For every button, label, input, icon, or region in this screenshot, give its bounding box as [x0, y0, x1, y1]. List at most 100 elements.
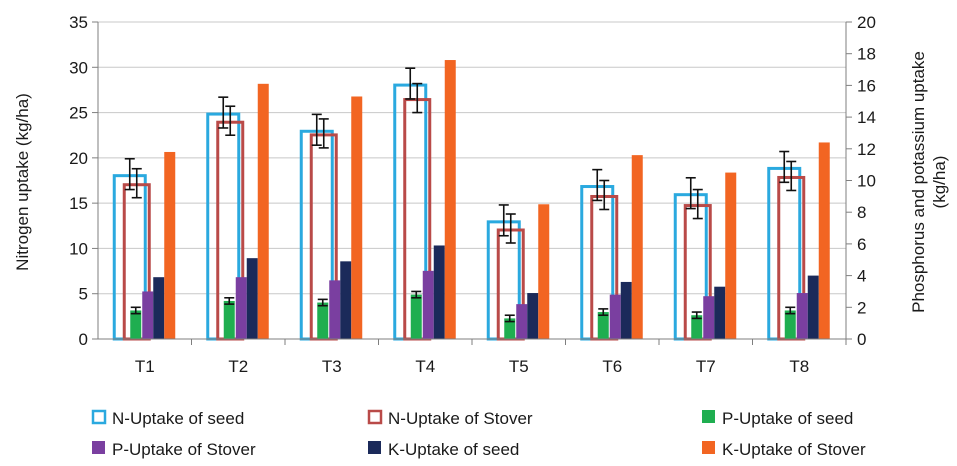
- bars: [112, 60, 830, 341]
- error-bar: [124, 157, 135, 191]
- x-tick-label: T8: [789, 357, 809, 376]
- axis-titles: Nitrogen uptake (kg/ha) Phosphorus and p…: [13, 51, 949, 313]
- bar-k-uptake-of-stover: [164, 151, 176, 339]
- error-bar: [131, 167, 142, 199]
- y-left-tick-label: 35: [69, 13, 88, 32]
- y-left-tick-label: 0: [79, 330, 88, 349]
- y-right-tick-label: 2: [857, 298, 866, 317]
- error-bar: [224, 296, 235, 305]
- legend-item: P-Uptake of seed: [702, 409, 853, 428]
- error-bar: [317, 298, 328, 307]
- axes: [92, 21, 852, 345]
- legend-item: K-Uptake of Stover: [702, 440, 866, 459]
- error-bar: [130, 306, 141, 315]
- legend-label: P-Uptake of Stover: [112, 440, 256, 459]
- error-bar: [498, 204, 509, 237]
- x-tick-label: T7: [696, 357, 716, 376]
- y-right-tick-label: 6: [857, 235, 866, 254]
- error-bar: [505, 213, 516, 244]
- bar-p-uptake-of-seed: [504, 318, 516, 339]
- bar-p-uptake-of-seed: [784, 310, 796, 339]
- legend-label: K-Uptake of seed: [388, 440, 519, 459]
- y-right-tick-label: 12: [857, 140, 876, 159]
- y-left-tick-label: 10: [69, 239, 88, 258]
- bar-p-uptake-of-seed: [691, 315, 703, 339]
- bar-k-uptake-of-seed: [527, 293, 539, 339]
- bar-k-uptake-of-stover: [444, 60, 456, 339]
- legend-label: P-Uptake of seed: [722, 409, 853, 428]
- x-tick-label: T3: [322, 357, 342, 376]
- legend-label: K-Uptake of Stover: [722, 440, 866, 459]
- legend-swatch: [702, 441, 715, 454]
- legend-label: N-Uptake of Stover: [388, 409, 533, 428]
- y-right-tick-label: 4: [857, 267, 866, 286]
- bar-p-uptake-of-stover: [609, 294, 621, 339]
- legend-swatch: [92, 441, 105, 454]
- error-bar: [691, 311, 702, 320]
- legend-label: N-Uptake of seed: [112, 409, 244, 428]
- bar-p-uptake-of-seed: [317, 302, 329, 339]
- x-tick-label: T6: [602, 357, 622, 376]
- legend-item: P-Uptake of Stover: [92, 440, 256, 459]
- bar-k-uptake-of-seed: [153, 277, 165, 339]
- error-bar: [592, 168, 603, 202]
- x-tick-label: T4: [415, 357, 435, 376]
- error-bar: [692, 188, 703, 220]
- error-bar: [779, 150, 790, 184]
- bar-p-uptake-of-stover: [329, 280, 341, 339]
- bar-k-uptake-of-seed: [620, 281, 632, 339]
- bar-k-uptake-of-seed: [433, 245, 445, 339]
- bar-p-uptake-of-seed: [130, 310, 142, 339]
- y-right-tick-label: 8: [857, 203, 866, 222]
- error-bar: [218, 96, 229, 129]
- error-bar: [405, 67, 416, 100]
- error-bars: [124, 67, 797, 323]
- x-tick-label: T2: [228, 357, 248, 376]
- bar-p-uptake-of-stover: [422, 270, 434, 339]
- error-bar: [504, 314, 515, 323]
- error-bar: [225, 105, 236, 137]
- y-left-tick-label: 5: [79, 285, 88, 304]
- error-bar: [411, 290, 422, 299]
- bar-p-uptake-of-seed: [597, 312, 609, 339]
- y-right-tick-label: 16: [857, 76, 876, 95]
- y-right-tick-label: 0: [857, 330, 866, 349]
- y-axis-right-title: (kg/ha): [930, 156, 949, 209]
- legend-item: N-Uptake of Stover: [367, 409, 533, 428]
- error-bar: [685, 176, 696, 210]
- y-axis-right-title-line-2: (kg/ha): [930, 156, 949, 209]
- error-bar: [598, 308, 609, 317]
- legend: N-Uptake of seed N-Uptake of Stover P-Upta…: [91, 409, 866, 459]
- bar-p-uptake-of-seed: [223, 300, 235, 339]
- bar-k-uptake-of-seed: [807, 275, 819, 339]
- y-right-tick-label: 14: [857, 108, 876, 127]
- error-bar: [786, 160, 797, 192]
- legend-item: K-Uptake of seed: [368, 440, 519, 459]
- bar-p-uptake-of-stover: [235, 277, 247, 339]
- error-bar: [412, 82, 423, 114]
- y-right-tick-label: 10: [857, 172, 876, 191]
- y-axis-right-title-line-1: Phosphorus and potassium uptake: [909, 51, 928, 313]
- bar-k-uptake-of-stover: [818, 142, 830, 339]
- y-left-tick-label: 15: [69, 194, 88, 213]
- y-axis-right-title: Phosphorus and potassium uptake: [909, 51, 928, 313]
- bar-p-uptake-of-stover: [796, 293, 808, 339]
- bar-k-uptake-of-stover: [631, 155, 643, 339]
- y-left-tick-label: 25: [69, 104, 88, 123]
- tick-labels: 0 5 10 15 20 25 30 35 0 2 4 6 8 10 12 14 16 18 20 T1 T2 T3 T4 T…: [69, 13, 876, 376]
- bar-p-uptake-of-stover: [703, 296, 715, 339]
- x-tick-label: T5: [509, 357, 529, 376]
- legend-swatch: [368, 441, 381, 454]
- bar-k-uptake-of-stover: [257, 83, 269, 339]
- legend-swatch: [367, 409, 383, 425]
- error-bar: [311, 113, 322, 146]
- bar-p-uptake-of-seed: [410, 294, 422, 339]
- bar-k-uptake-of-seed: [340, 261, 352, 339]
- legend-swatch: [91, 409, 107, 425]
- y-right-tick-label: 18: [857, 45, 876, 64]
- error-bar: [599, 179, 610, 211]
- error-bar: [785, 306, 796, 315]
- bar-p-uptake-of-stover: [142, 291, 154, 339]
- bar-k-uptake-of-seed: [714, 286, 726, 339]
- legend-item: N-Uptake of seed: [91, 409, 244, 428]
